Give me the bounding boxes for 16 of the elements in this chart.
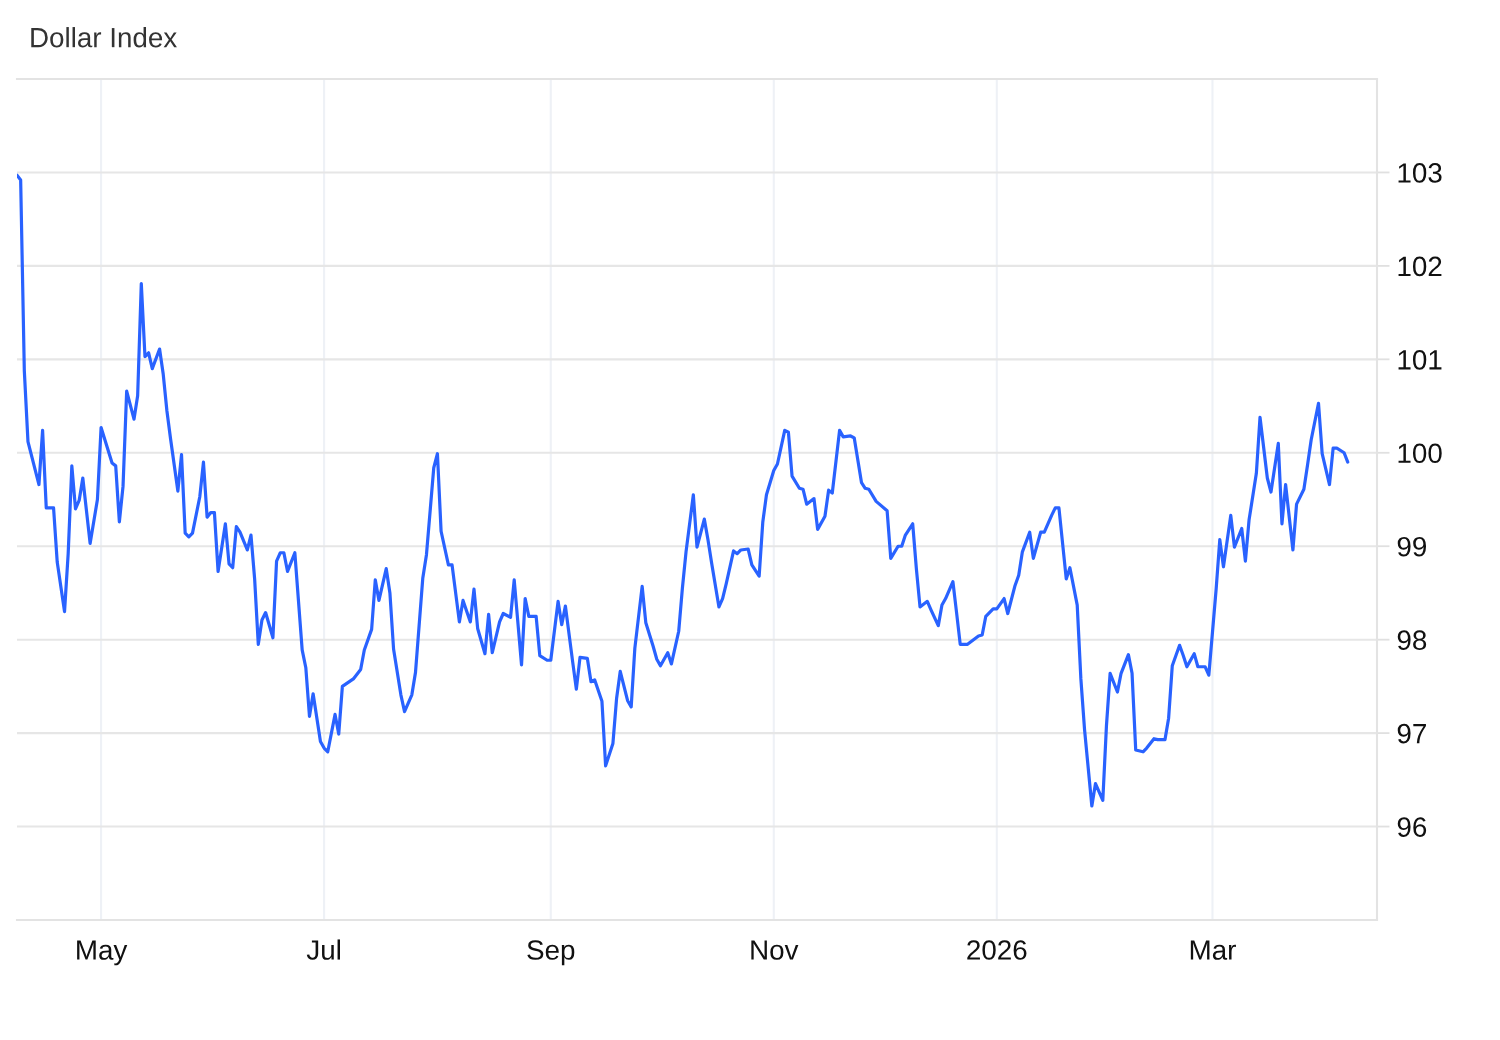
- y-tick-label: 100: [1398, 443, 1442, 464]
- x-tick-label: Jul: [306, 939, 340, 960]
- y-tick-label: 98: [1397, 630, 1427, 651]
- y-tick-label: 97: [1397, 723, 1426, 744]
- x-tick-label: Sep: [527, 940, 575, 966]
- y-tick-label: 103: [1398, 163, 1442, 183]
- y-tick-label: 96: [1397, 817, 1427, 837]
- y-tick-label: 102: [1398, 256, 1442, 277]
- x-tick-label: Nov: [751, 940, 799, 960]
- x-tick-label: Mar: [1190, 940, 1236, 960]
- line-series: [17, 173, 1350, 808]
- x-tick-label: 2026: [967, 940, 1027, 960]
- y-tick-label: 99: [1397, 536, 1427, 557]
- y-tick-label: 101: [1398, 350, 1442, 370]
- x-tick-label: May: [77, 940, 128, 966]
- chart-title: Dollar Index: [31, 27, 177, 48]
